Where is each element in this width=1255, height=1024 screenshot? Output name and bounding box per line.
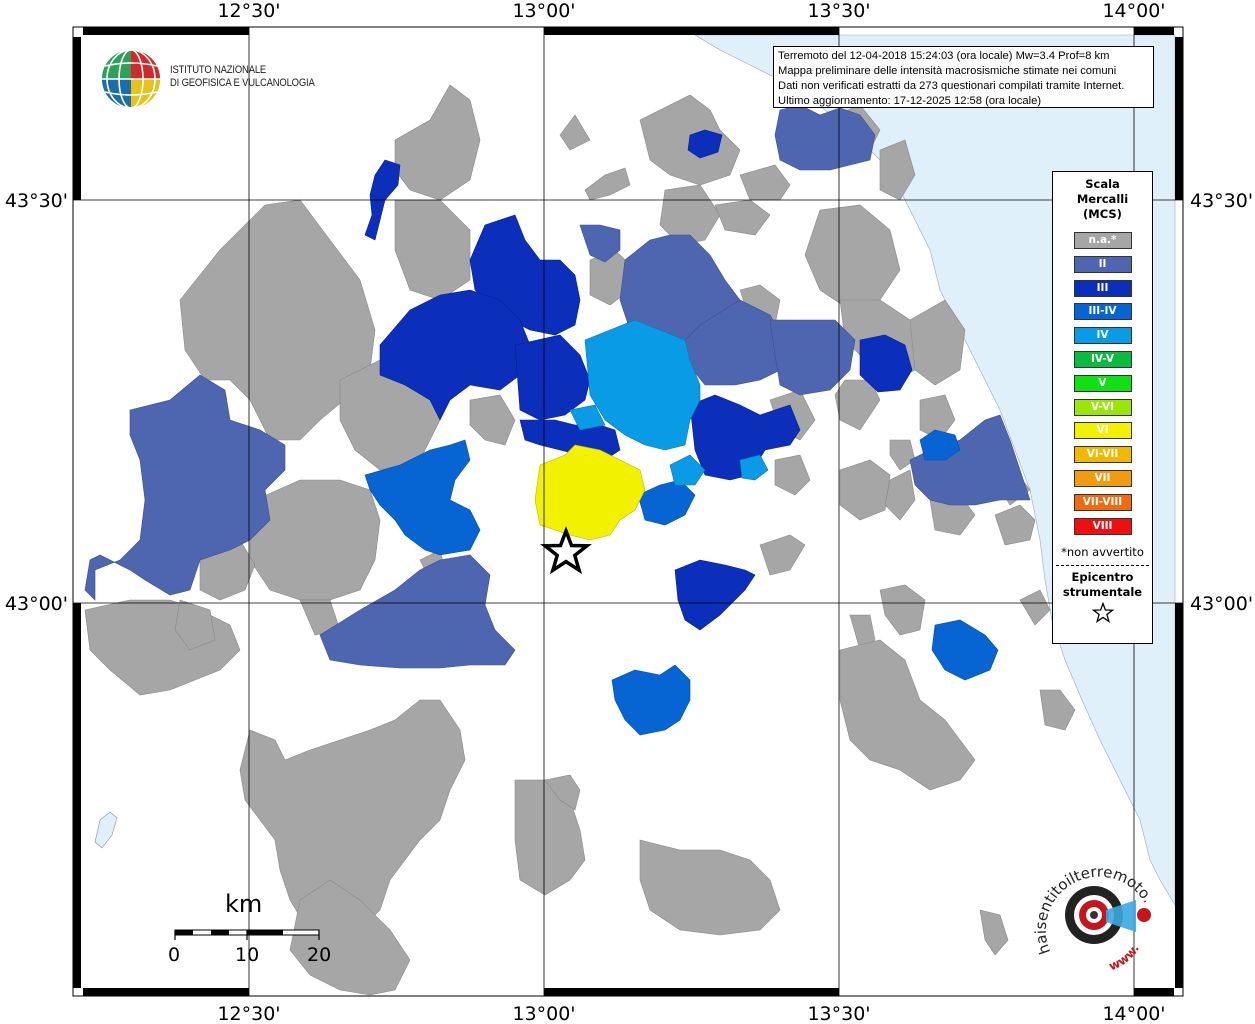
info-line-data-source: Dati non verificati estratti da 273 ques… [778, 80, 1125, 92]
legend-swatch-iv: IV [1073, 327, 1132, 345]
lon-label-top-1230: 12°30' [217, 0, 280, 22]
info-line-event: Terremoto del 12-04-2018 15:24:03 (ora l… [778, 50, 1110, 62]
scale-bar-graphic [174, 929, 320, 940]
lon-label-bottom-1300: 13°00' [512, 1003, 575, 1024]
municipalities-intensity-iii-iv [364, 429, 999, 736]
lon-label-top-1400: 14°00' [1102, 0, 1165, 22]
legend-swatch-viii: VIII [1073, 517, 1132, 535]
lat-label-left-4330: 43°30' [5, 190, 68, 212]
legend-title-line1: Scala [1085, 177, 1120, 191]
epicenter-star-icon [540, 526, 592, 575]
mcs-legend: Scala Mercalli (MCS) n.a.* II III III-IV IV I… [1052, 171, 1153, 644]
info-line-updated: Ultimo aggiornamento: 17-12-2025 12:58 (… [778, 95, 1042, 107]
municipalities-intensity-iii [364, 129, 913, 631]
lon-label-top-1300: 13°00' [512, 0, 575, 22]
scale-tick-10: 10 [235, 944, 260, 966]
legend-title: Scala Mercalli (MCS) [1053, 177, 1152, 222]
legend-swatch-ii: II [1073, 255, 1132, 273]
legend-title-line3: (MCS) [1083, 207, 1122, 221]
ingv-logo-line2: DI GEOFISICA E VULCANOLOGIA [170, 77, 315, 89]
scale-bar: km 0 10 20 [160, 890, 350, 970]
municipalities-intensity-iv [569, 319, 769, 486]
scale-bar-unit: km [225, 890, 263, 918]
haisentito-logo-www: www. [1107, 942, 1142, 974]
legend-swatch-vi: VI [1073, 422, 1132, 440]
ingv-globe-icon [102, 49, 160, 109]
legend-swatch-iii: III [1073, 279, 1132, 297]
legend-divider [1056, 564, 1149, 566]
info-line-map-desc: Mappa preliminare delle intensità macros… [778, 65, 1117, 77]
lon-label-bottom-1230: 12°30' [217, 1003, 280, 1024]
lat-label-right-4300: 43°00' [1190, 593, 1253, 615]
lat-label-right-4330: 43°30' [1190, 190, 1253, 212]
legend-epicenter-line1: Epicentro [1071, 569, 1134, 584]
ingv-logo: ISTITUTO NAZIONALE DI GEOFISICA E VULCAN… [100, 48, 340, 112]
legend-swatch-n-a: n.a.* [1073, 232, 1132, 249]
legend-swatch-vi-vii: VI-VII [1073, 446, 1132, 464]
earthquake-info-box: Terremoto del 12-04-2018 15:24:03 (ora l… [773, 46, 1154, 108]
municipalities-intensity-ii [84, 104, 1031, 669]
legend-epicenter-star-icon [1053, 601, 1152, 628]
municipalities-not-felt [84, 84, 1076, 996]
legend-swatch-v-vi: V-VI [1073, 398, 1132, 416]
scale-tick-20: 20 [307, 944, 332, 966]
legend-swatch-iv-v: IV-V [1073, 350, 1132, 368]
legend-swatches: n.a.* II III III-IV IV IV-V V V-VI VI VI-VII VII VI… [1053, 232, 1152, 535]
lon-label-bottom-1400: 14°00' [1102, 1003, 1165, 1024]
haisentito-logo: haisentitoilterremoto.it www. [1031, 846, 1164, 990]
legend-swatch-vii-viii: VII-VIII [1073, 493, 1132, 511]
legend-epicenter-line2: strumentale [1062, 584, 1143, 599]
scale-tick-0: 0 [168, 944, 181, 966]
municipalities-intensity-vi [534, 444, 646, 541]
legend-swatch-vii: VII [1073, 469, 1132, 487]
lake [94, 811, 118, 849]
lat-label-left-4300: 43°00' [5, 593, 68, 615]
ingv-logo-line1: ISTITUTO NAZIONALE [170, 64, 267, 76]
lon-label-bottom-1330: 13°30' [807, 1003, 870, 1024]
legend-note: *non avvertito [1061, 544, 1144, 559]
map-frame [72, 26, 1184, 997]
legend-epicenter-label: Epicentro strumentale [1053, 570, 1152, 600]
legend-swatch-iii-iv: III-IV [1073, 303, 1132, 321]
legend-swatch-v: V [1073, 374, 1132, 392]
legend-title-line2: Mercalli [1076, 192, 1129, 206]
lon-label-top-1330: 13°30' [807, 0, 870, 22]
